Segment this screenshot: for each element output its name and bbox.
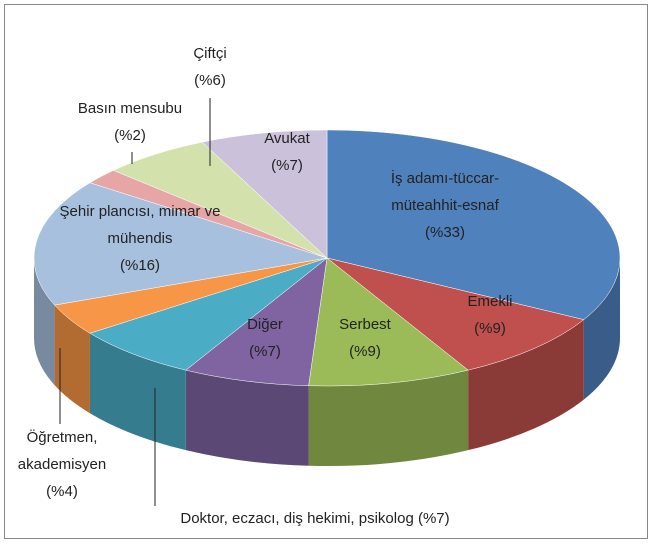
category-label: Basın mensubu [77, 100, 183, 117]
slice [89, 257, 328, 371]
slice [33, 182, 328, 306]
slice-label: Şehir plancısı, mimar ve mühendis (%16) [55, 198, 225, 279]
slice [185, 257, 328, 387]
slice-side [468, 319, 584, 451]
slice [308, 257, 469, 387]
value-label: (%6) [194, 72, 226, 89]
slice-label: Diğer (%7) [220, 311, 310, 365]
category-label: İş adamı-tüccar-müteahhit-esnaf [390, 170, 500, 214]
slice-side [34, 258, 55, 386]
slice-label: İş adamı-tüccar-müteahhit-esnaf (%33) [365, 165, 525, 246]
value-label: (%4) [46, 483, 78, 500]
slice-side [89, 333, 186, 451]
value-label: (%2) [114, 127, 146, 144]
value-label: (%7) [249, 343, 281, 360]
value-label: (%7) [271, 157, 303, 174]
slice-label: Doktor, eczacı, diş hekimi, psikolog (%7… [105, 505, 525, 532]
value-label: (%9) [349, 343, 381, 360]
slice-side [583, 258, 620, 400]
value-label: (%16) [119, 257, 160, 274]
category-label: Öğretmen, akademisyen [17, 429, 107, 473]
slice [326, 257, 585, 371]
slice [326, 129, 621, 320]
slice-side [308, 370, 469, 466]
slice-label: Serbest (%9) [320, 311, 410, 365]
slice [201, 129, 328, 259]
category-label: Diğer [247, 316, 283, 333]
category-label: Doktor, eczacı, diş hekimi, psikolog [180, 510, 414, 527]
value-label: (%7) [417, 510, 450, 527]
slice-label: Çiftçi (%6) [165, 40, 255, 94]
slice-side [185, 370, 309, 466]
category-label: Çiftçi [193, 45, 227, 62]
slice-label: Avukat (%7) [242, 125, 332, 179]
value-label: (%33) [424, 224, 465, 241]
category-label: Emekli [467, 293, 513, 310]
category-label: Avukat [264, 130, 310, 147]
slice-label: Emekli (%9) [445, 288, 535, 342]
category-label: Şehir plancısı, mimar ve mühendis [59, 203, 221, 247]
category-label: Serbest [339, 316, 391, 333]
slice-side [54, 305, 90, 414]
slice-label: Öğretmen, akademisyen (%4) [7, 424, 117, 505]
chart-frame [4, 4, 648, 539]
slice-label: Basın mensubu (%2) [55, 95, 205, 149]
value-label: (%9) [474, 320, 506, 337]
